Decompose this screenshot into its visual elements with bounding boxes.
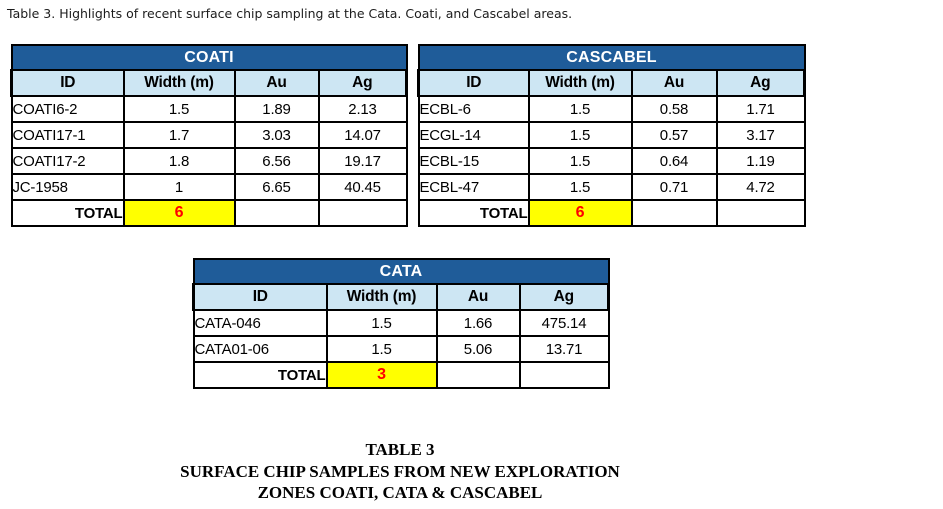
column-header-row: ID Width (m) Au Ag	[417, 69, 806, 97]
column-header-au: Au	[435, 283, 521, 311]
value-cell: 1.5	[122, 95, 236, 123]
total-label: TOTAL	[10, 199, 125, 227]
value-cell: 19.17	[317, 147, 408, 175]
value-cell: 1.66	[435, 309, 521, 337]
table-row: ECBL-15 1.5 0.64 1.19	[417, 147, 806, 175]
value-cell: 0.58	[630, 95, 718, 123]
total-row: TOTAL 6	[10, 199, 408, 227]
table-row: JC-1958 1 6.65 40.45	[10, 173, 408, 201]
caption-line-2: SURFACE CHIP SAMPLES FROM NEW EXPLORATIO…	[180, 461, 620, 481]
sample-id-cell: CATA-046	[192, 309, 328, 337]
sample-id-cell: JC-1958	[10, 173, 125, 201]
table-title-row: CATA	[192, 258, 610, 285]
column-header-au: Au	[233, 69, 320, 97]
value-cell: 6.56	[233, 147, 320, 175]
caption-line-3: ZONES COATI, CATA & CASCABEL	[257, 483, 543, 502]
table-row: ECBL-6 1.5 0.58 1.71	[417, 95, 806, 123]
table-row: COATI17-1 1.7 3.03 14.07	[10, 121, 408, 149]
caption-line-1: TABLE 3	[365, 440, 435, 459]
sample-id-cell: ECBL-15	[417, 147, 530, 175]
column-header-row: ID Width (m) Au Ag	[192, 283, 610, 311]
sample-id-cell: ECBL-47	[417, 173, 530, 201]
value-cell: 0.64	[630, 147, 718, 175]
empty-cell	[518, 361, 610, 389]
table-row: COATI6-2 1.5 1.89 2.13	[10, 95, 408, 123]
value-cell: 3.03	[233, 121, 320, 149]
table-title: COATI	[10, 44, 408, 71]
table-row: CATA01-06 1.5 5.06 13.71	[192, 335, 610, 363]
table-row: ECGL-14 1.5 0.57 3.17	[417, 121, 806, 149]
value-cell: 1.8	[122, 147, 236, 175]
table-caption: TABLE 3 SURFACE CHIP SAMPLES FROM NEW EX…	[95, 439, 705, 504]
table-title-row: CASCABEL	[417, 44, 806, 71]
value-cell: 1.7	[122, 121, 236, 149]
cascabel-table-container: CASCABEL ID Width (m) Au Ag ECBL-6 1.5 0.58 1.71…	[417, 44, 806, 227]
total-value-cell: 3	[325, 361, 438, 389]
total-row: TOTAL 6	[417, 199, 806, 227]
column-header-id: ID	[417, 69, 530, 97]
total-label: TOTAL	[417, 199, 530, 227]
column-header-ag: Ag	[715, 69, 806, 97]
column-header-au: Au	[630, 69, 718, 97]
value-cell: 1.5	[325, 309, 438, 337]
value-cell: 2.13	[317, 95, 408, 123]
cata-table-container: CATA ID Width (m) Au Ag CATA-046 1.5 1.66 475.14…	[192, 258, 610, 389]
value-cell: 5.06	[435, 335, 521, 363]
empty-cell	[317, 199, 408, 227]
table-row: COATI17-2 1.8 6.56 19.17	[10, 147, 408, 175]
coati-table-container: COATI ID Width (m) Au Ag COATI6-2 1.5 1.89 2.13 C…	[10, 44, 408, 227]
table-title: CASCABEL	[417, 44, 806, 71]
sample-id-cell: COATI17-1	[10, 121, 125, 149]
value-cell: 475.14	[518, 309, 610, 337]
column-header-widthm: Width (m)	[527, 69, 633, 97]
empty-cell	[715, 199, 806, 227]
column-header-row: ID Width (m) Au Ag	[10, 69, 408, 97]
page-heading: Table 3. Highlights of recent surface ch…	[7, 6, 573, 21]
table-row: CATA-046 1.5 1.66 475.14	[192, 309, 610, 337]
sample-id-cell: COATI17-2	[10, 147, 125, 175]
value-cell: 1.19	[715, 147, 806, 175]
column-header-id: ID	[10, 69, 125, 97]
value-cell: 1.5	[527, 95, 633, 123]
column-header-id: ID	[192, 283, 328, 311]
data-table-coati: COATI ID Width (m) Au Ag COATI6-2 1.5 1.89 2.13 C…	[10, 44, 408, 227]
value-cell: 1.5	[527, 121, 633, 149]
value-cell: 40.45	[317, 173, 408, 201]
column-header-ag: Ag	[317, 69, 408, 97]
value-cell: 0.71	[630, 173, 718, 201]
total-value-cell: 6	[122, 199, 236, 227]
value-cell: 6.65	[233, 173, 320, 201]
total-row: TOTAL 3	[192, 361, 610, 389]
column-header-widthm: Width (m)	[122, 69, 236, 97]
value-cell: 14.07	[317, 121, 408, 149]
column-header-ag: Ag	[518, 283, 610, 311]
empty-cell	[233, 199, 320, 227]
sample-id-cell: COATI6-2	[10, 95, 125, 123]
total-label: TOTAL	[192, 361, 328, 389]
column-header-widthm: Width (m)	[325, 283, 438, 311]
table-title: CATA	[192, 258, 610, 285]
total-value-cell: 6	[527, 199, 633, 227]
value-cell: 0.57	[630, 121, 718, 149]
value-cell: 4.72	[715, 173, 806, 201]
value-cell: 1.71	[715, 95, 806, 123]
value-cell: 1.5	[325, 335, 438, 363]
value-cell: 1.5	[527, 147, 633, 175]
value-cell: 1	[122, 173, 236, 201]
value-cell: 13.71	[518, 335, 610, 363]
value-cell: 3.17	[715, 121, 806, 149]
table-title-row: COATI	[10, 44, 408, 71]
table-row: ECBL-47 1.5 0.71 4.72	[417, 173, 806, 201]
empty-cell	[435, 361, 521, 389]
sample-id-cell: ECGL-14	[417, 121, 530, 149]
sample-id-cell: CATA01-06	[192, 335, 328, 363]
empty-cell	[630, 199, 718, 227]
data-table-cata: CATA ID Width (m) Au Ag CATA-046 1.5 1.66 475.14…	[192, 258, 610, 389]
data-table-cascabel: CASCABEL ID Width (m) Au Ag ECBL-6 1.5 0.58 1.71…	[417, 44, 806, 227]
value-cell: 1.89	[233, 95, 320, 123]
value-cell: 1.5	[527, 173, 633, 201]
sample-id-cell: ECBL-6	[417, 95, 530, 123]
